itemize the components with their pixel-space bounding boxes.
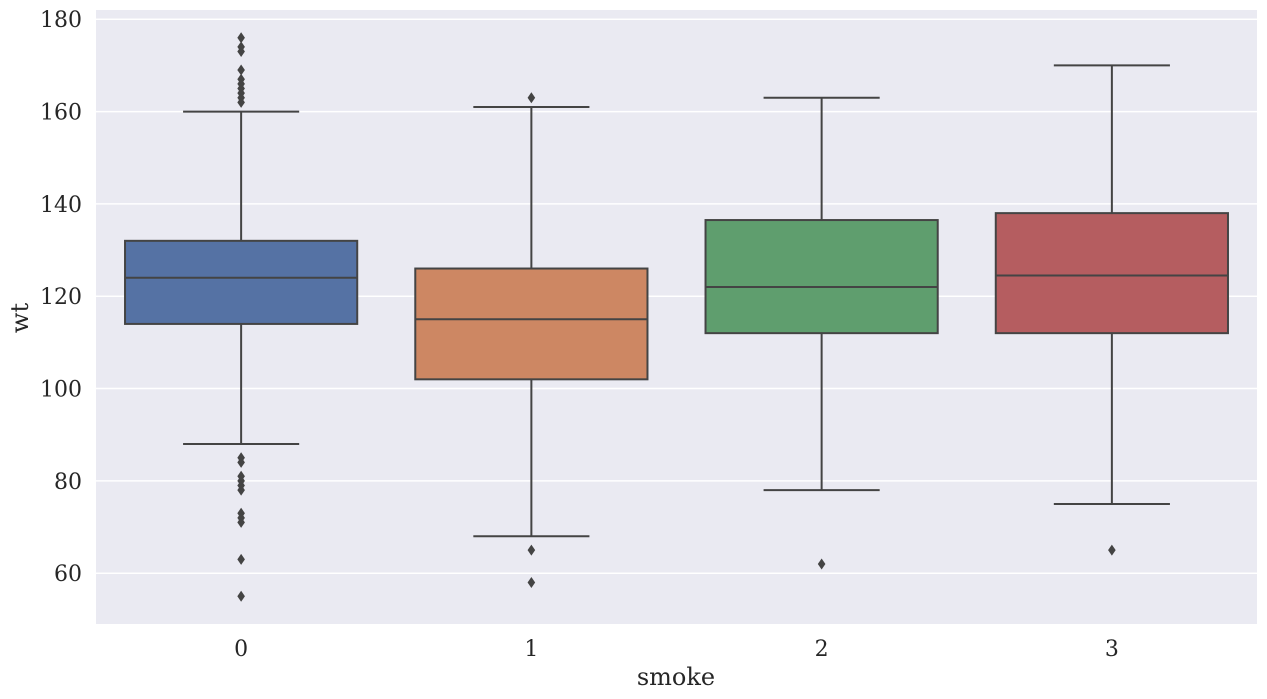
box-iqr bbox=[994, 212, 1229, 335]
box-iqr bbox=[704, 219, 939, 335]
box-group-1 bbox=[414, 92, 649, 588]
box-iqr bbox=[414, 267, 649, 381]
outlier-point bbox=[237, 456, 245, 468]
outlier-point bbox=[817, 558, 826, 570]
outlier-point bbox=[527, 92, 536, 104]
outlier-point bbox=[1108, 544, 1116, 556]
box-iqr bbox=[124, 239, 359, 325]
outlier-point bbox=[237, 32, 245, 44]
x-tick-label: 0 bbox=[234, 637, 248, 662]
boxes-layer bbox=[124, 32, 1229, 602]
x-axis-label: smoke bbox=[637, 663, 715, 691]
y-tick-label: 140 bbox=[40, 193, 82, 218]
x-tick-label: 3 bbox=[1105, 637, 1119, 662]
y-tick-label: 100 bbox=[40, 378, 82, 403]
outlier-point bbox=[237, 96, 245, 108]
box-group-0 bbox=[124, 32, 359, 602]
box-group-2 bbox=[704, 96, 939, 570]
y-tick-label: 80 bbox=[54, 470, 82, 495]
outlier-point bbox=[237, 590, 245, 602]
outlier-point bbox=[237, 64, 245, 76]
y-tick-label: 160 bbox=[40, 101, 82, 126]
x-tick-labels: 0 1 2 3 bbox=[234, 637, 1119, 662]
outlier-point bbox=[237, 46, 245, 58]
y-tick-labels: 60 80 100 120 140 160 180 bbox=[40, 8, 82, 587]
box-group-3 bbox=[994, 64, 1229, 556]
outlier-point bbox=[527, 576, 536, 588]
y-tick-label: 180 bbox=[40, 8, 82, 33]
y-tick-label: 60 bbox=[54, 562, 82, 587]
x-tick-label: 1 bbox=[524, 637, 538, 662]
y-axis-label: wt bbox=[6, 303, 34, 334]
x-tick-label: 2 bbox=[815, 637, 829, 662]
outlier-point bbox=[237, 484, 245, 496]
outlier-point bbox=[237, 516, 245, 528]
outlier-point bbox=[237, 553, 245, 565]
y-tick-label: 120 bbox=[40, 285, 82, 310]
outlier-point bbox=[527, 544, 536, 556]
